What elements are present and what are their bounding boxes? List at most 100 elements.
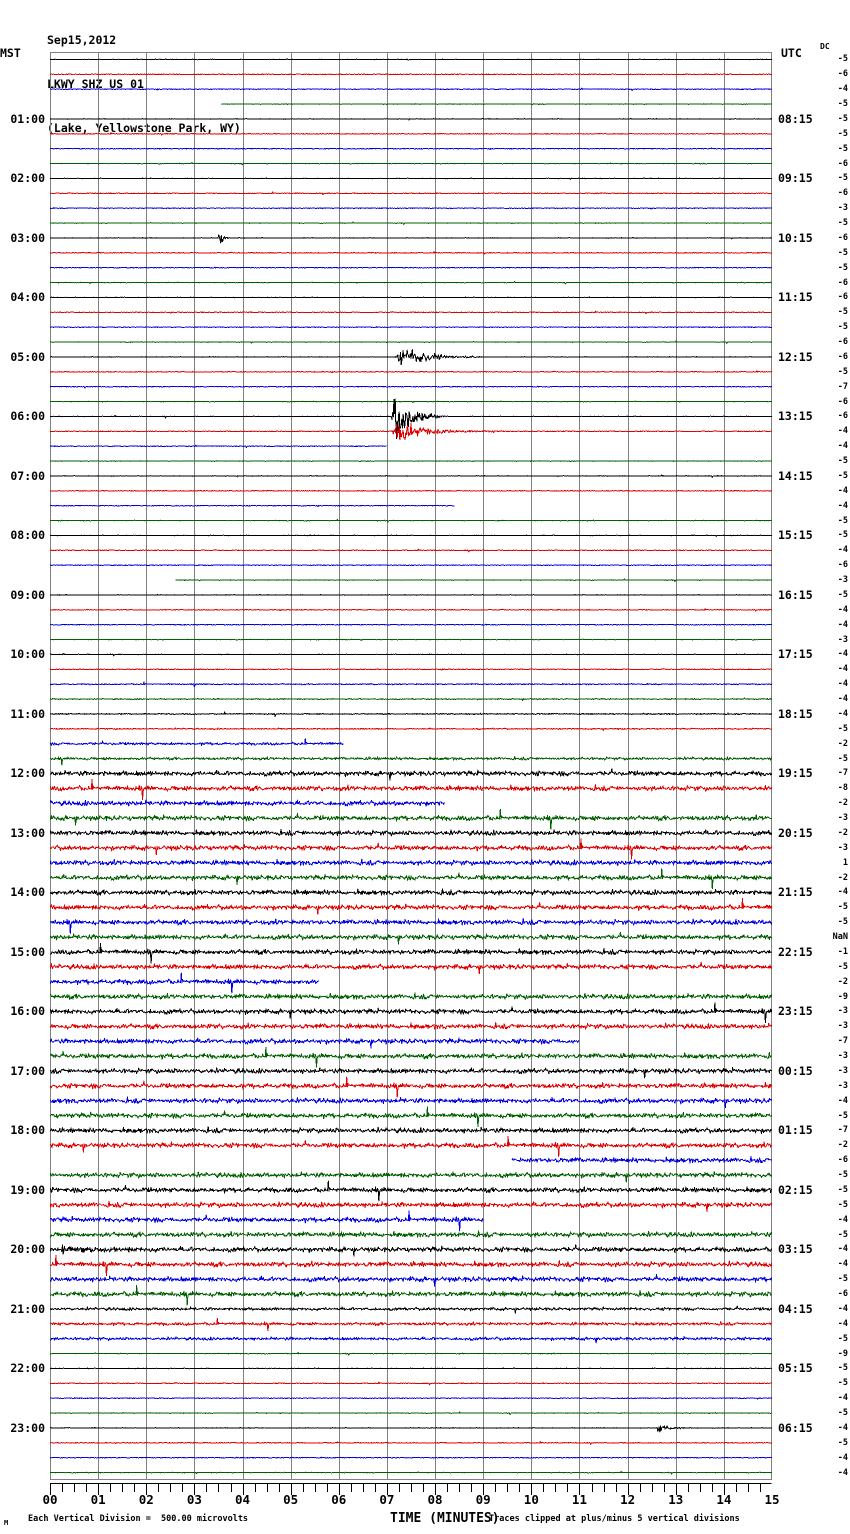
mst-time-label: 20:00	[10, 1242, 45, 1257]
dc-value: -6	[837, 1155, 848, 1166]
dc-value: -3	[837, 203, 848, 214]
mst-time-label: 08:00	[10, 528, 45, 543]
dc-value: -4	[837, 649, 848, 660]
x-tick-label: 03	[186, 1492, 202, 1507]
chart-header: Sep15,2012 LKWY SHZ US 01 (Lake, Yellows…	[47, 4, 241, 150]
mst-time-label: 13:00	[10, 825, 45, 840]
dc-offset-values: -5 -6 -4 -5 -5 -5 -5 -6 -5 -6 -3 -5 -6 -5 -5 -6 -6 -5 -5 -6…	[818, 0, 850, 1534]
dc-value: -7	[837, 768, 848, 779]
dc-value: -2	[837, 872, 848, 883]
dc-value: -5	[837, 456, 848, 467]
utc-time-label: 09:15	[778, 171, 813, 186]
utc-time-label: 10:15	[778, 230, 813, 245]
mst-time-label: 10:00	[10, 647, 45, 662]
dc-value: -4	[837, 604, 848, 615]
mst-time-label: 17:00	[10, 1063, 45, 1078]
utc-time-label: 06:15	[778, 1420, 813, 1435]
dc-value: -5	[837, 113, 848, 124]
mst-time-label: 12:00	[10, 766, 45, 781]
utc-time-label: 05:15	[778, 1361, 813, 1376]
dc-value: -3	[837, 1006, 848, 1017]
dc-value: -4	[837, 887, 848, 898]
x-tick-label: 06	[331, 1492, 347, 1507]
dc-value: -5	[837, 54, 848, 65]
header-date: Sep15,2012	[47, 33, 117, 48]
dc-value: -5	[837, 753, 848, 764]
dc-value: -4	[837, 1452, 848, 1463]
utc-time-label: 16:15	[778, 587, 813, 602]
mst-time-label: 19:00	[10, 1182, 45, 1197]
dc-value: -5	[837, 366, 848, 377]
dc-value: -4	[837, 500, 848, 511]
dc-value: 1	[842, 857, 848, 868]
dc-value: -4	[837, 619, 848, 630]
mst-time-label: 09:00	[10, 587, 45, 602]
dc-value: -6	[837, 337, 848, 348]
dc-value: -4	[837, 1393, 848, 1404]
dc-value: -9	[837, 1348, 848, 1359]
utc-time-label: 18:15	[778, 706, 813, 721]
dc-value: -6	[837, 560, 848, 571]
x-tick-label: 15	[764, 1492, 780, 1507]
x-tick-label: 13	[668, 1492, 684, 1507]
utc-time-label: 04:15	[778, 1301, 813, 1316]
dc-value: -5	[837, 515, 848, 526]
dc-value: -5	[837, 530, 848, 541]
dc-value: -3	[837, 1065, 848, 1076]
dc-value: -2	[837, 738, 848, 749]
utc-time-label: 13:15	[778, 409, 813, 424]
dc-value: -3	[837, 575, 848, 586]
utc-time-label: 08:15	[778, 111, 813, 126]
dc-value: -7	[837, 1036, 848, 1047]
dc-column-label: DC	[820, 42, 830, 51]
utc-time-label: 21:15	[778, 885, 813, 900]
dc-value: -2	[837, 1140, 848, 1151]
x-tick-label: 05	[283, 1492, 299, 1507]
dc-value: -3	[837, 1080, 848, 1091]
utc-time-label: 19:15	[778, 766, 813, 781]
utc-time-label: 14:15	[778, 468, 813, 483]
dc-value: -5	[837, 589, 848, 600]
x-tick-label: 00	[42, 1492, 58, 1507]
dc-value: -4	[837, 1259, 848, 1270]
utc-time-label: 15:15	[778, 528, 813, 543]
utc-time-label: 22:15	[778, 944, 813, 959]
mst-time-label: 11:00	[10, 706, 45, 721]
mst-time-label: 06:00	[10, 409, 45, 424]
dc-value: -4	[837, 84, 848, 95]
dc-value: -7	[837, 381, 848, 392]
dc-value: -8	[837, 783, 848, 794]
utc-axis-label: UTC	[781, 46, 802, 60]
dc-value: -5	[837, 1184, 848, 1195]
dc-value: -1	[837, 946, 848, 957]
dc-value: -2	[837, 976, 848, 987]
dc-value: -4	[837, 1244, 848, 1255]
dc-value: -5	[837, 1408, 848, 1419]
dc-value: -4	[837, 441, 848, 452]
dc-value: NaN	[832, 932, 848, 943]
x-tick-label: 07	[379, 1492, 395, 1507]
helicorder-plot[interactable]	[50, 52, 772, 1480]
mst-time-label: 23:00	[10, 1420, 45, 1435]
dc-value: -4	[837, 485, 848, 496]
dc-value: -5	[837, 1378, 848, 1389]
mst-time-label: 03:00	[10, 230, 45, 245]
dc-value: -4	[837, 1214, 848, 1225]
x-tick-label: 08	[427, 1492, 443, 1507]
utc-time-label: 01:15	[778, 1123, 813, 1138]
footer-corner-mark: M	[4, 1519, 9, 1527]
utc-time-label: 20:15	[778, 825, 813, 840]
dc-value: -5	[837, 1333, 848, 1344]
utc-time-label: 23:15	[778, 1004, 813, 1019]
dc-value: -3	[837, 1021, 848, 1032]
mst-time-label: 02:00	[10, 171, 45, 186]
dc-value: -5	[837, 262, 848, 273]
dc-value: -6	[837, 1289, 848, 1300]
dc-value: -4	[837, 694, 848, 705]
dc-value: -6	[837, 411, 848, 422]
dc-value: -9	[837, 991, 848, 1002]
x-tick-label: 11	[571, 1492, 587, 1507]
dc-value: -4	[837, 708, 848, 719]
dc-value: -7	[837, 1125, 848, 1136]
dc-value: -5	[837, 917, 848, 928]
